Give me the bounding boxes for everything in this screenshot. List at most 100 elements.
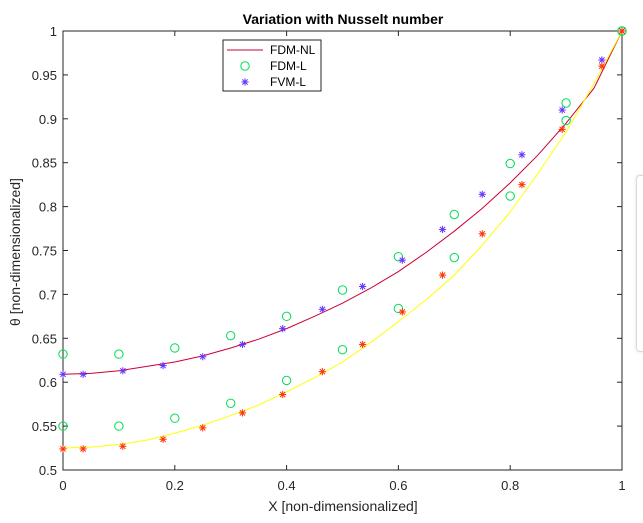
asterisk-stroke [60, 445, 66, 452]
data-point-asterisk [59, 445, 67, 453]
series-4 [58, 26, 627, 431]
data-point-asterisk [159, 435, 167, 443]
x-axis-label: X [non-dimensionalized] [268, 498, 417, 514]
data-point-asterisk [518, 151, 526, 159]
legend-entry-label: FDM-L [270, 59, 307, 73]
y-axis-label: θ [non-dimensionalized] [7, 178, 23, 326]
chart-title: Variation with Nusselt number [243, 11, 444, 27]
data-point-asterisk [558, 125, 566, 133]
asterisk-stroke [479, 191, 486, 198]
series-0 [62, 30, 623, 375]
y-tick-label: 0.8 [39, 200, 57, 215]
data-point-asterisk [79, 445, 87, 453]
axes-box [62, 30, 623, 471]
series-line [62, 30, 623, 375]
data-point-asterisk [199, 353, 207, 361]
data-point-asterisk [318, 305, 326, 313]
asterisk-stroke [279, 325, 286, 332]
y-tick-label: 0.55 [32, 419, 57, 434]
data-point-asterisk [359, 340, 367, 349]
data-point-circle [170, 343, 180, 353]
asterisk-stroke [479, 230, 486, 237]
y-tick-label: 0.95 [32, 68, 57, 83]
asterisk-stroke [319, 306, 326, 313]
asterisk-stroke [619, 28, 625, 34]
asterisk-stroke [559, 107, 566, 113]
asterisk-stroke [518, 181, 525, 188]
data-point-circle [58, 349, 68, 359]
x-tick-label: 0 [59, 478, 66, 493]
legend-swatch-asterisk [241, 78, 249, 86]
data-point-asterisk [478, 230, 486, 238]
legend-entry-label: FVM-L [270, 75, 306, 89]
data-point-asterisk [159, 361, 167, 370]
data-point-asterisk [238, 409, 247, 417]
data-point-asterisk [238, 340, 247, 349]
data-point-circle [337, 345, 348, 355]
y-tick-label: 0.85 [32, 156, 57, 171]
y-tick-label: 0.6 [39, 375, 57, 390]
data-point-asterisk [438, 225, 447, 234]
data-point-circle [170, 413, 180, 423]
data-point-asterisk [119, 442, 127, 450]
asterisk-stroke [119, 367, 126, 374]
data-point-asterisk [398, 256, 406, 264]
x-tick-label: 0.8 [501, 478, 519, 493]
side-panel-tab[interactable] [636, 175, 643, 352]
asterisk-stroke [359, 283, 366, 290]
legend-swatch-circle [240, 61, 250, 71]
x-tick-label: 0.2 [166, 478, 184, 493]
series-2 [59, 27, 626, 378]
y-tick-label: 0.65 [32, 331, 57, 346]
y-tick-label: 0.75 [32, 244, 57, 259]
y-tick-label: 1 [50, 24, 57, 39]
data-point-circle [561, 115, 571, 126]
asterisk-stroke [160, 362, 167, 369]
asterisk-stroke [518, 151, 525, 158]
legend-entry-label: FDM-NL [270, 43, 316, 57]
asterisk-stroke [399, 257, 406, 264]
data-point-circle [114, 349, 124, 359]
data-point-circle [505, 191, 515, 201]
data-point-asterisk [598, 62, 606, 70]
series-5 [59, 27, 626, 453]
data-point-circle [561, 98, 571, 108]
data-point-circle [58, 421, 68, 431]
asterisk-stroke [319, 368, 326, 375]
y-tick-label: 0.5 [39, 463, 57, 478]
data-point-circle [226, 330, 236, 341]
data-point-circle [226, 398, 236, 408]
asterisk-stroke [598, 57, 605, 63]
asterisk-stroke [399, 309, 406, 315]
data-point-asterisk [79, 370, 87, 378]
data-point-asterisk [318, 368, 326, 376]
asterisk-stroke [80, 445, 87, 452]
data-point-asterisk [558, 106, 566, 114]
data-point-circle [505, 158, 515, 169]
asterisk-stroke [119, 443, 126, 450]
data-point-circle [114, 421, 124, 431]
data-point-asterisk [279, 325, 287, 333]
asterisk-stroke [80, 371, 87, 378]
asterisk-stroke [239, 341, 246, 348]
plot-area: 0 0.2 0.4 0.6 0.8 1 0.5 0.55 0.6 0.65 0.7 0.75 0.8 0.… [32, 24, 627, 493]
data-point-asterisk [199, 424, 207, 432]
asterisk-stroke [439, 272, 446, 279]
data-point-asterisk [398, 308, 406, 316]
data-point-circle [449, 209, 459, 220]
data-point-circle [281, 375, 292, 386]
asterisk-stroke [60, 371, 66, 378]
data-point-asterisk [598, 56, 606, 64]
asterisk-stroke [199, 353, 206, 360]
asterisk-stroke [439, 226, 446, 233]
data-point-asterisk [478, 190, 486, 198]
x-tick-label: 0.4 [278, 478, 296, 493]
asterisk-stroke [239, 409, 246, 416]
data-point-asterisk [279, 390, 287, 399]
data-point-asterisk [59, 370, 67, 378]
data-point-circle [281, 311, 292, 322]
data-point-circle [337, 285, 348, 295]
data-point-asterisk [438, 271, 447, 279]
data-point-asterisk [518, 181, 526, 189]
